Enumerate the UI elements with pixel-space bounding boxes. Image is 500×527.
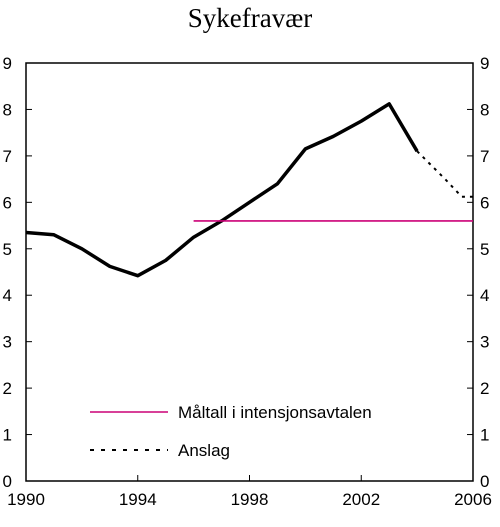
chart-title: Sykefravær [188, 3, 312, 33]
y-tick-label: 9 [3, 54, 12, 73]
y-tick-label: 0 [3, 472, 12, 491]
series-line-0 [25, 102, 419, 278]
y-tick-label: 3 [3, 333, 12, 352]
y-tick-label-right: 7 [480, 147, 489, 166]
y-tick-label-right: 3 [480, 333, 489, 352]
y-tick-label: 8 [3, 100, 12, 119]
y-tick-label: 4 [3, 286, 12, 305]
y-tick-label-right: 9 [480, 54, 489, 73]
y-tick-label-right: 4 [480, 286, 489, 305]
y-tick-label: 5 [3, 240, 12, 259]
x-tick-label: 1990 [7, 490, 45, 509]
x-tick-label: 2002 [342, 490, 380, 509]
legend-label: Anslag [178, 441, 230, 460]
y-tick-label-right: 8 [480, 100, 489, 119]
axis-ticks: 0 0 1 1 2 2 3 3 4 4 5 5 6 6 7 7 8 8 9 9 1990 1994 1998 2002 2006 [3, 54, 492, 509]
x-tick-label: 1994 [119, 490, 157, 509]
x-tick-label: 2006 [454, 490, 492, 509]
series-layer [25, 102, 473, 278]
x-tick-label: 1998 [231, 490, 269, 509]
y-tick-label-right: 2 [480, 379, 489, 398]
y-tick-label-right: 5 [480, 240, 489, 259]
series-line-1 [416, 150, 473, 198]
y-tick-label: 2 [3, 379, 12, 398]
y-tick-label-right: 0 [480, 472, 489, 491]
y-tick-label-right: 1 [480, 426, 489, 445]
y-tick-label: 7 [3, 147, 12, 166]
y-tick-label-right: 6 [480, 193, 489, 212]
y-tick-label: 6 [3, 193, 12, 212]
legend: Måltall i intensjonsavtalen Anslag [90, 403, 372, 460]
legend-label: Måltall i intensjonsavtalen [178, 403, 372, 422]
y-tick-label: 1 [3, 426, 12, 445]
